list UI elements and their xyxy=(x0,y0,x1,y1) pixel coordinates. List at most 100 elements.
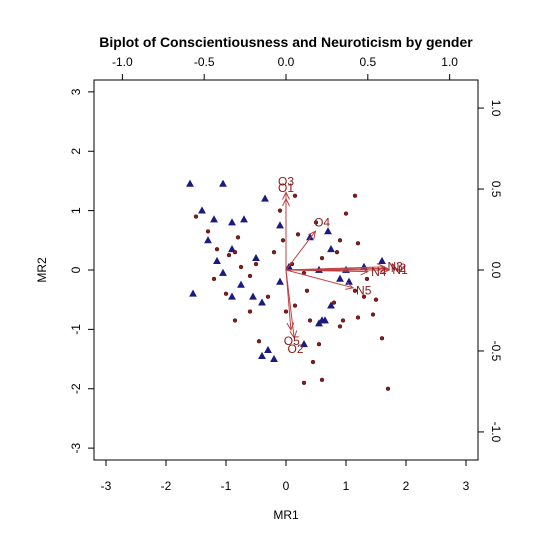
dot-point xyxy=(193,214,199,219)
loading-arrowhead xyxy=(345,282,355,290)
triangle-point xyxy=(228,244,236,253)
dot-point xyxy=(310,359,316,365)
dot-point xyxy=(295,232,301,237)
dot-point xyxy=(247,309,253,314)
x-tick-label: -3 xyxy=(101,479,112,493)
top-tick-label: -1.0 xyxy=(112,55,133,69)
loading-label: N1 xyxy=(392,263,408,277)
right-axis: -1.0 -0.5 0.0 0.5 1.0 xyxy=(478,100,503,443)
top-tick-label: -0.5 xyxy=(194,55,215,69)
triangle-point xyxy=(186,179,194,187)
y-axis-label: MR2 xyxy=(35,257,49,283)
right-tick-label: 0.5 xyxy=(489,181,503,198)
loading-arrowhead xyxy=(289,330,298,340)
dot-point xyxy=(355,241,361,246)
triangle-point xyxy=(219,268,227,276)
triangle-point xyxy=(300,339,308,348)
y-tick-label: -3 xyxy=(69,442,83,453)
dot-point xyxy=(247,273,253,279)
loading-arrowhead xyxy=(282,191,290,200)
triangle-point xyxy=(228,218,236,226)
triangle-point xyxy=(228,292,236,300)
left-axis: -3 -2 -1 0 1 2 3 xyxy=(69,88,94,453)
loading-label: N2 xyxy=(391,261,407,275)
loading-arrow xyxy=(285,266,385,271)
triangle-point xyxy=(249,292,257,300)
loading-arrowhead xyxy=(381,266,391,274)
triangle-point xyxy=(315,319,323,327)
dot-point xyxy=(352,193,358,198)
dot-point xyxy=(292,303,298,308)
loading-label: O4 xyxy=(314,215,330,229)
top-tick-label: 0.5 xyxy=(359,55,376,69)
triangle-point xyxy=(345,277,353,285)
x-tick-label: 0 xyxy=(283,479,290,493)
loading-arrowhead xyxy=(286,322,295,332)
triangle-point xyxy=(336,274,344,282)
dot-point xyxy=(373,297,379,302)
dot-point xyxy=(271,250,277,255)
y-tick-label: 0 xyxy=(69,266,83,273)
triangle-point xyxy=(258,298,266,306)
triangle-point xyxy=(276,221,284,229)
dot-point xyxy=(283,309,289,314)
dot-point xyxy=(223,291,229,296)
dot-point xyxy=(232,318,238,323)
loading-label: N5 xyxy=(356,284,372,298)
triangle-point xyxy=(198,206,206,214)
y-tick-label: 3 xyxy=(69,88,83,95)
triangle-point xyxy=(276,277,284,285)
dot-point xyxy=(331,300,337,305)
dot-point xyxy=(307,318,313,323)
x-tick-label: -1 xyxy=(221,479,232,493)
triangle-point xyxy=(237,280,245,288)
triangle-point xyxy=(261,194,269,202)
triangle-point xyxy=(264,345,272,354)
dot-point xyxy=(379,336,385,341)
dot-point xyxy=(265,294,271,299)
triangle-point xyxy=(327,301,335,309)
bottom-axis: -3 -2 -1 0 1 2 3 xyxy=(101,460,470,493)
loading-label: O3 xyxy=(278,174,294,188)
dot-point xyxy=(277,208,283,213)
loading-label: O1 xyxy=(278,181,294,195)
triangle-point xyxy=(213,256,221,264)
y-tick-label: 2 xyxy=(69,148,83,155)
dot-point xyxy=(385,386,391,391)
triangle-point xyxy=(204,236,212,244)
dot-point xyxy=(205,229,211,234)
dot-point xyxy=(352,288,358,293)
x-tick-label: -2 xyxy=(161,479,172,493)
loading-arrowhead xyxy=(308,230,317,240)
dot-point xyxy=(364,276,370,282)
right-tick-label: 1.0 xyxy=(489,100,503,117)
dot-point xyxy=(370,312,376,317)
triangle-point xyxy=(321,316,329,324)
dot-point xyxy=(292,193,298,198)
x-tick-label: 1 xyxy=(343,479,350,493)
triangle-point xyxy=(378,256,386,264)
dot-point xyxy=(355,315,361,320)
right-tick-label: -1.0 xyxy=(489,422,503,443)
dot-point xyxy=(361,294,367,299)
triangle-point xyxy=(258,351,266,359)
chart-title: Biplot of Conscientiousness and Neurotic… xyxy=(99,34,473,50)
right-tick-label: 0.0 xyxy=(489,262,503,279)
dot-point xyxy=(319,377,325,382)
dot-point xyxy=(253,261,259,267)
dot-point xyxy=(337,238,343,243)
loading-arrow xyxy=(285,269,368,273)
dot-point xyxy=(214,247,220,252)
dot-point xyxy=(304,288,310,293)
dot-point xyxy=(211,276,217,282)
loading-label: O2 xyxy=(287,342,303,356)
dot-point xyxy=(235,235,241,240)
dot-point xyxy=(301,380,307,385)
top-axis: -1.0 -0.5 0.0 0.5 1.0 xyxy=(112,55,458,80)
dot-point xyxy=(319,255,325,261)
top-tick-label: 0.0 xyxy=(278,55,295,69)
x-axis-label: MR1 xyxy=(273,508,299,522)
loading-arrow xyxy=(285,269,292,330)
